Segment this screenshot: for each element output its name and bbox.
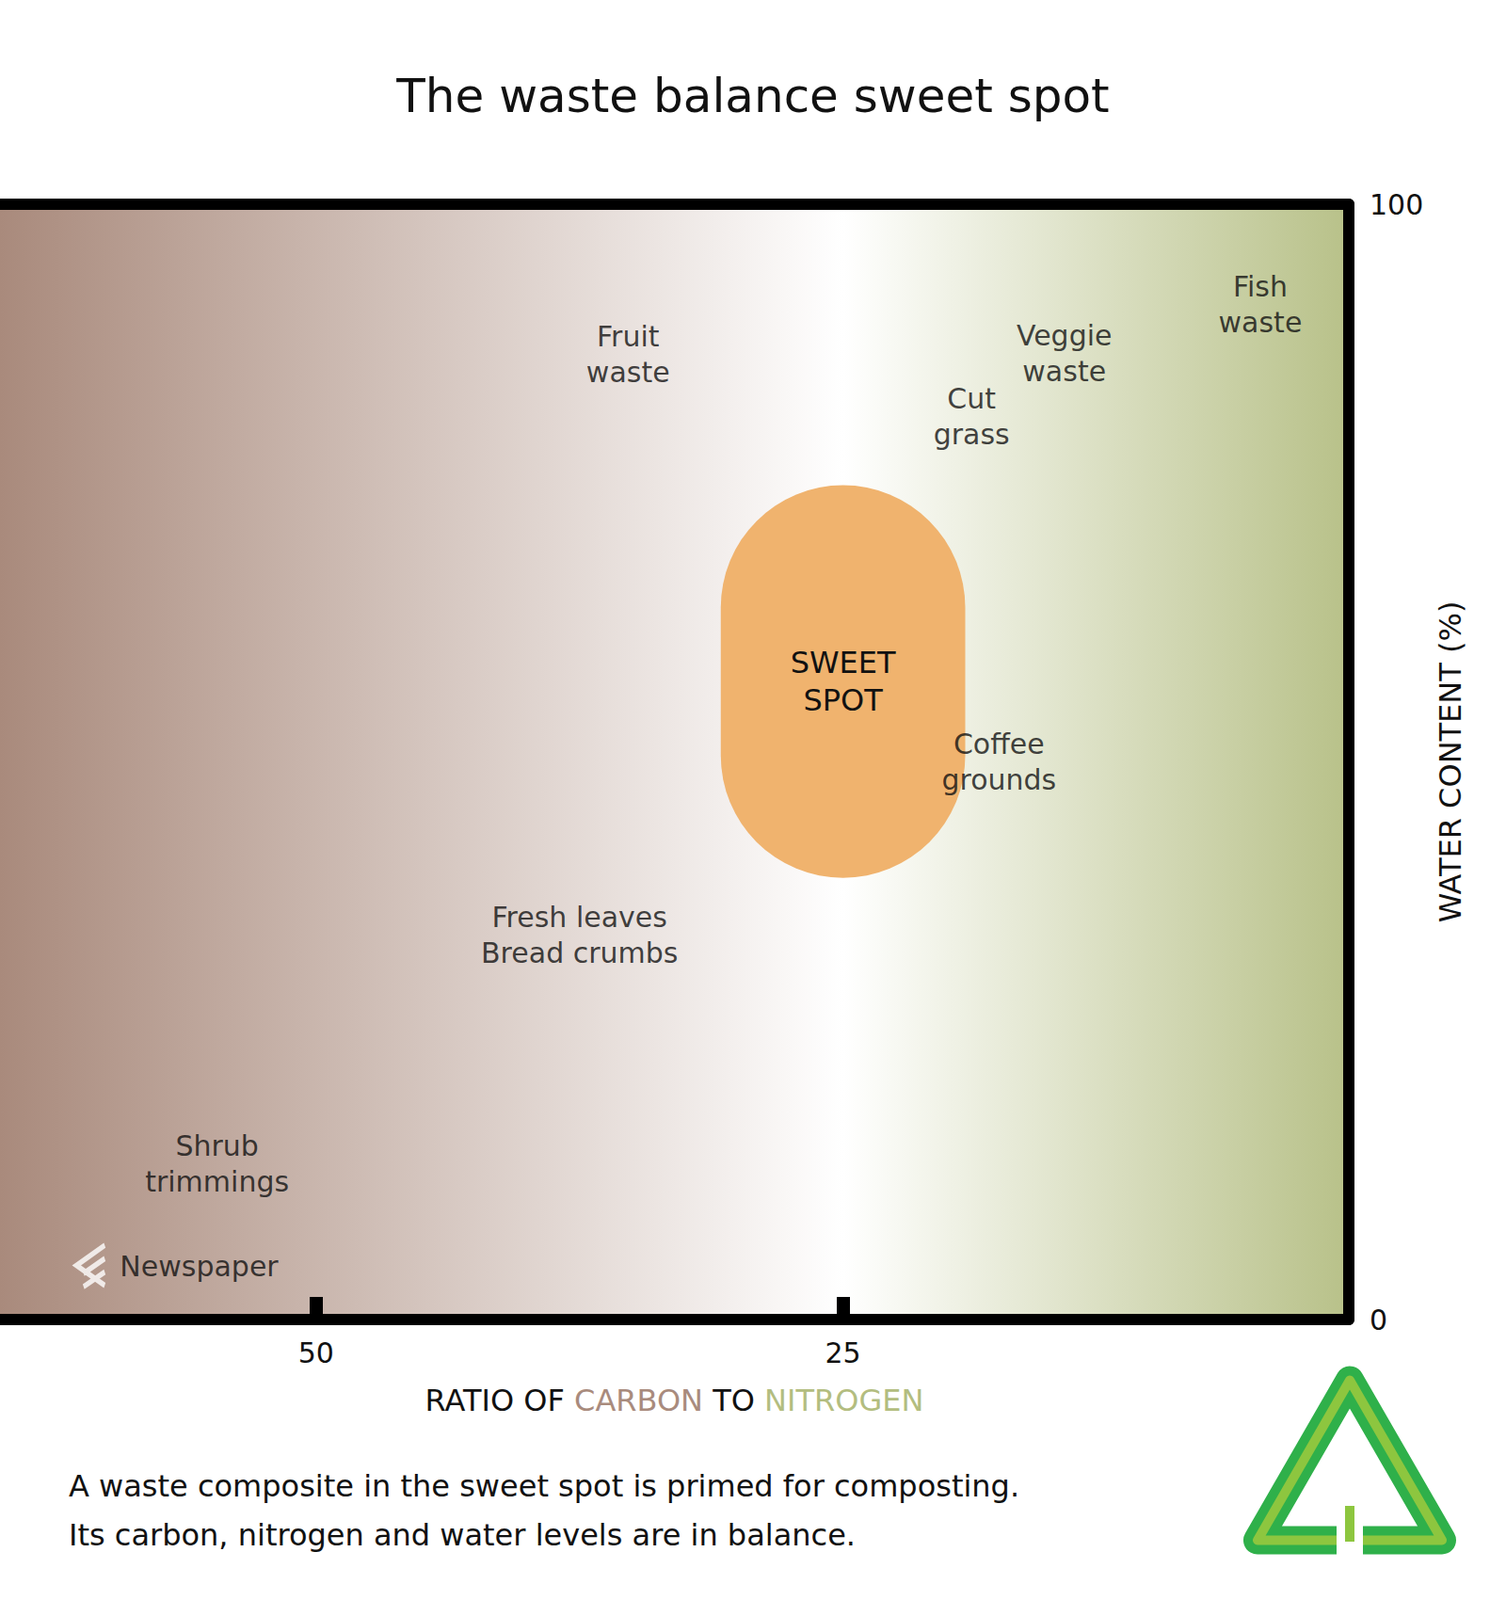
- svg-text:RATIO OF: RATIO OF: [425, 1382, 575, 1419]
- svg-text:Shrub: Shrub: [175, 1129, 258, 1163]
- svg-text:Bread crumbs: Bread crumbs: [480, 936, 678, 970]
- svg-text:Cut: Cut: [946, 382, 996, 416]
- svg-text:Newspaper: Newspaper: [119, 1249, 279, 1283]
- svg-text:trimmings: trimmings: [144, 1165, 289, 1199]
- svg-text:waste: waste: [1218, 305, 1303, 339]
- svg-text:25: 25: [825, 1336, 862, 1370]
- svg-text:waste: waste: [1022, 354, 1106, 388]
- svg-text:TO: TO: [703, 1382, 765, 1419]
- svg-text:WATER CONTENT (%): WATER CONTENT (%): [1432, 601, 1469, 924]
- svg-text:CARBON: CARBON: [574, 1382, 704, 1419]
- svg-text:SWEET: SWEET: [790, 644, 897, 681]
- svg-text:SPOT: SPOT: [802, 682, 883, 719]
- svg-text:100: 100: [1369, 188, 1424, 222]
- svg-text:Fresh leaves: Fresh leaves: [492, 900, 668, 934]
- svg-text:grass: grass: [933, 417, 1010, 451]
- svg-text:NITROGEN: NITROGEN: [764, 1382, 924, 1419]
- svg-text:Its carbon, nitrogen and water: Its carbon, nitrogen and water levels ar…: [68, 1517, 856, 1554]
- svg-text:Coffee: Coffee: [953, 727, 1045, 761]
- svg-text:0: 0: [1369, 1303, 1388, 1337]
- svg-text:grounds: grounds: [941, 763, 1057, 797]
- svg-text:waste: waste: [586, 355, 671, 389]
- svg-text:The waste balance sweet spot: The waste balance sweet spot: [395, 68, 1109, 124]
- svg-text:50: 50: [298, 1336, 335, 1370]
- svg-text:Fish: Fish: [1233, 270, 1288, 304]
- svg-text:Veggie: Veggie: [1016, 319, 1113, 353]
- svg-text:Fruit: Fruit: [596, 320, 660, 353]
- svg-text:A waste composite in the sweet: A waste composite in the sweet spot is p…: [68, 1468, 1020, 1505]
